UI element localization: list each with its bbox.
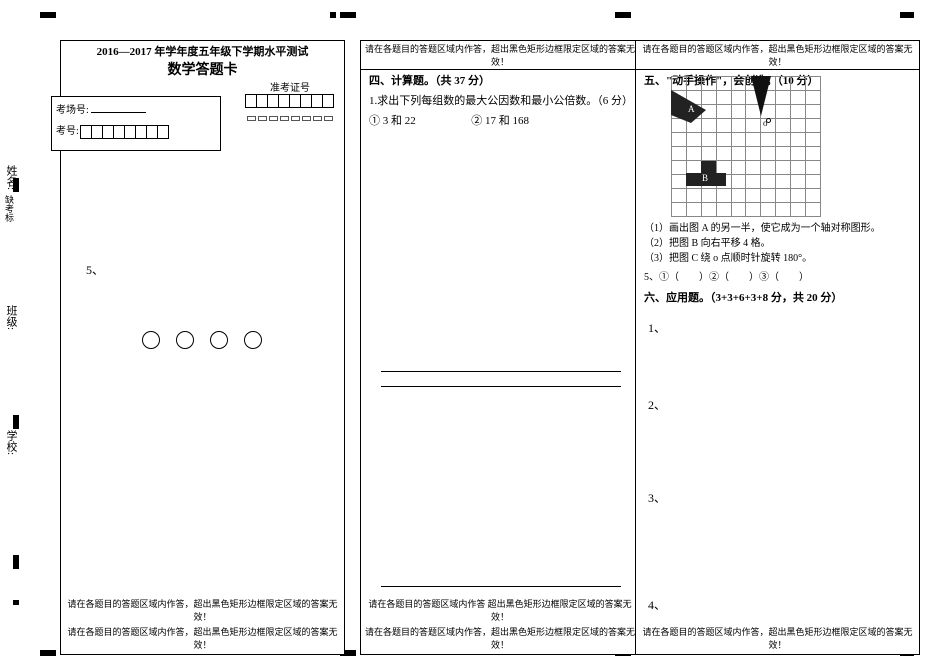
page: 2016—2017 年学年度五年级下学期水平测试 数学答题卡 准考证号 考场号:…: [40, 25, 920, 655]
option-circle[interactable]: [142, 331, 160, 349]
shape-b: B: [686, 161, 731, 196]
sec5-q5: 5、①（ ）②（ ）③（ ）: [644, 270, 911, 285]
exam-id-area: 准考证号: [246, 79, 334, 124]
side-mark: [13, 415, 19, 429]
seat-label-text: 考号:: [56, 126, 79, 137]
seat-row: 考号:: [56, 122, 216, 139]
left-footer-warning: 请在各题目的答题区域内作答，超出黑色矩形边框限定区域的答案无效！: [61, 596, 344, 624]
q6-4: 4、: [648, 596, 666, 613]
left-q5-label: 5、: [86, 261, 104, 278]
q1b: ② 17 和 168: [471, 115, 529, 127]
left-bottom-warning: 请在各题目的答题区域内作答，超出黑色矩形边框限定区域的答案无效！: [61, 624, 344, 652]
option-circle[interactable]: [244, 331, 262, 349]
corner-mark: [40, 12, 56, 18]
q6-1: 1、: [648, 319, 666, 336]
option-circle[interactable]: [210, 331, 228, 349]
candidate-info-box: 考场号: 考号:: [51, 96, 221, 151]
mid-footer-warning: 请在各题目的答题区域内作答 超出黑色矩形边框限定区域的答案无效！: [361, 596, 639, 624]
corner-mark: [615, 12, 631, 18]
point-o: [766, 118, 771, 123]
q6-2: 2、: [648, 396, 666, 413]
panel-middle: 请在各题目的答题区域内作答，超出黑色矩形边框限定区域的答案无效！ 四、计算题。（…: [360, 40, 640, 655]
exam-id-label: 准考证号: [246, 79, 334, 94]
room-label: 考场号:: [56, 101, 216, 116]
option-circle[interactable]: [176, 331, 194, 349]
exam-id-boxes[interactable]: [246, 94, 334, 108]
answer-lines-group[interactable]: [381, 371, 621, 387]
exam-id-track: [246, 113, 334, 124]
geometry-grid: A o B: [671, 76, 821, 216]
q6-3: 3、: [648, 489, 666, 506]
right-top-warning: 请在各题目的答题区域内作答，超出黑色矩形边框限定区域的答案无效！: [636, 41, 919, 70]
right-bottom-warning: 请在各题目的答题区域内作答，超出黑色矩形边框限定区域的答案无效！: [636, 624, 919, 652]
side-mark: [13, 555, 19, 569]
header-subtitle: 数学答题卡: [61, 59, 344, 79]
shape-a: A: [671, 90, 721, 130]
room-field[interactable]: [91, 112, 146, 113]
shape-c: [741, 76, 781, 126]
side-label-absent: 缺考标: [3, 195, 16, 222]
side-mark: [13, 600, 19, 605]
corner-mark: [900, 12, 914, 18]
mid-bottom-warning: 请在各题目的答题区域内作答，超出黑色矩形边框限定区域的答案无效！: [361, 624, 639, 652]
section-4-q1-parts: ① 3 和 22 ② 17 和 168: [361, 110, 639, 130]
side-label-name: 姓名:: [3, 165, 19, 190]
circle-options[interactable]: [136, 331, 268, 354]
header-title: 2016—2017 年学年度五年级下学期水平测试: [61, 41, 344, 59]
seat-boxes[interactable]: [81, 125, 169, 139]
shape-a-label: A: [688, 104, 695, 114]
panel-left: 2016—2017 年学年度五年级下学期水平测试 数学答题卡 准考证号 考场号:…: [60, 40, 345, 655]
mid-top-warning: 请在各题目的答题区域内作答，超出黑色矩形边框限定区域的答案无效！: [361, 41, 639, 70]
shape-b-label: B: [702, 173, 708, 183]
section-4-title: 四、计算题。（共 37 分）: [361, 70, 639, 90]
corner-mark: [340, 12, 356, 18]
sec5-instruction-1: （1）画出图 A 的另一半，使它成为一个轴对称图形。: [644, 221, 911, 236]
side-label-class: 班级:: [3, 305, 19, 330]
corner-mark: [330, 12, 336, 18]
room-label-text: 考场号:: [56, 105, 89, 116]
sec5-instruction-3: （3）把图 C 绕 o 点顺时针旋转 180°。: [644, 251, 911, 266]
sec5-instruction-2: （2）把图 B 向右平移 4 格。: [644, 236, 911, 251]
section-4-q1: 1.求出下列每组数的最大公因数和最小公倍数。（6 分）: [361, 90, 639, 110]
panel-right: 请在各题目的答题区域内作答，超出黑色矩形边框限定区域的答案无效！ 五、"动手操作…: [635, 40, 920, 655]
answer-lines-group-2[interactable]: [381, 586, 621, 587]
section-5-instructions: （1）画出图 A 的另一半，使它成为一个轴对称图形。 （2）把图 B 向右平移 …: [644, 221, 911, 285]
q1a: ① 3 和 22: [369, 115, 416, 127]
side-label-school: 学校:: [3, 430, 19, 455]
section-6-title: 六、应用题。（3+3+6+3+8 分，共 20 分）: [644, 289, 842, 305]
